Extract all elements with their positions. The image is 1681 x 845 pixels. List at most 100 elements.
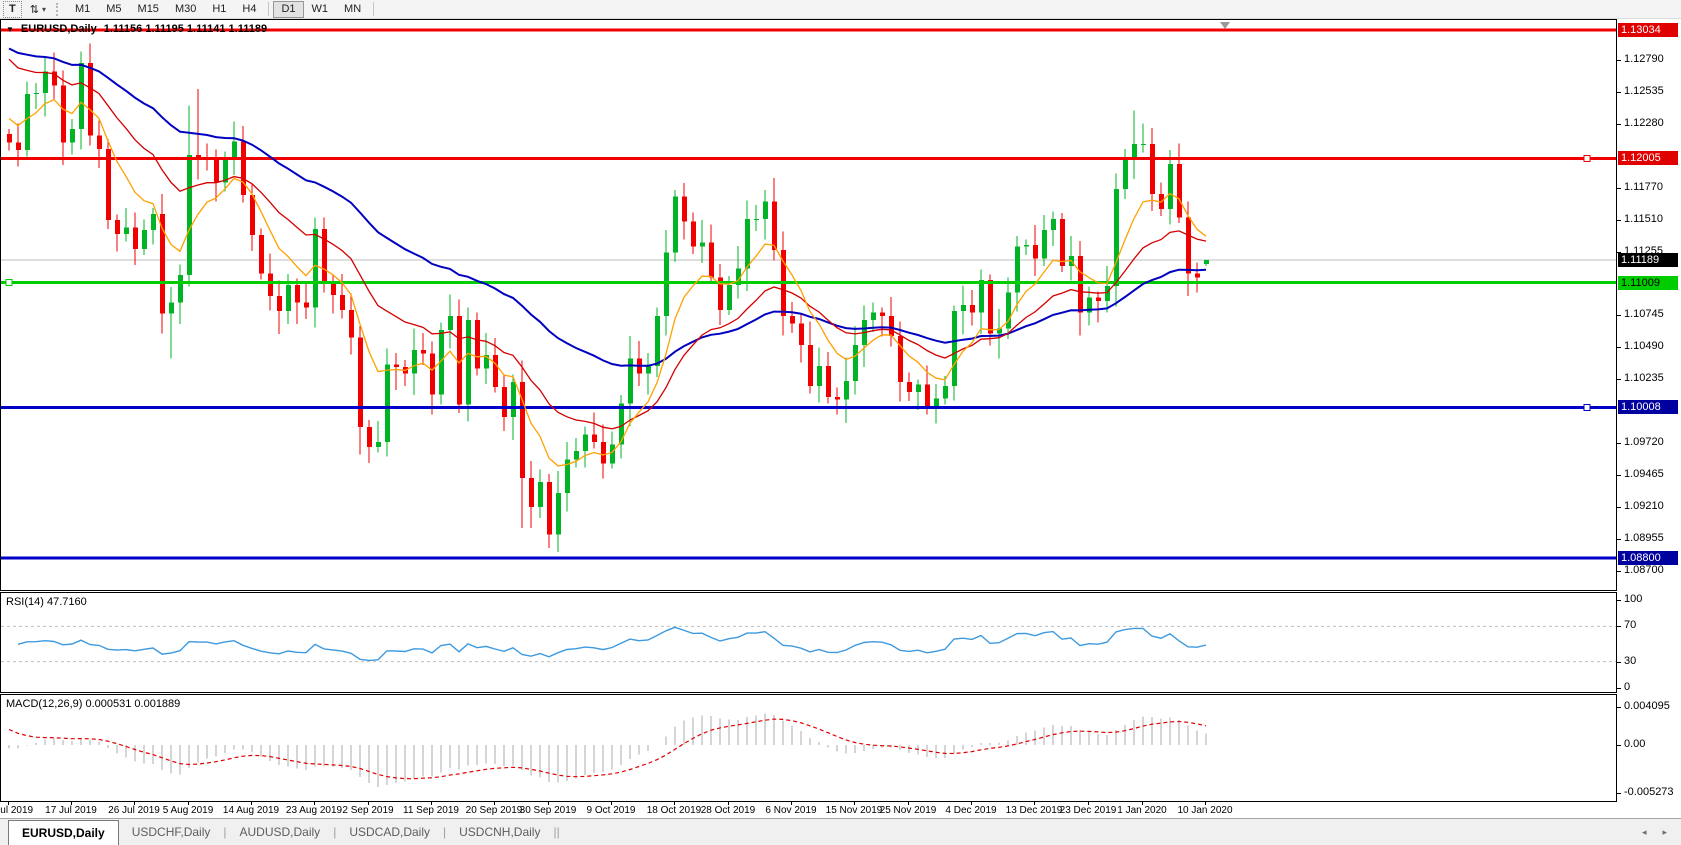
price-tick [1617, 539, 1621, 540]
arrow-tool-button[interactable]: ⇅ ▾ [22, 1, 54, 18]
timeframe-button-m15[interactable]: M15 [130, 1, 167, 18]
macd-indicator-pane[interactable]: MACD(12,26,9) 0.000531 0.001889 [0, 694, 1617, 802]
date-tick-label: 4 Dec 2019 [945, 805, 997, 816]
toolbar: T ⇅ ▾ M1 M5 M15 M30 H1 H4 D1 W1 MN [0, 0, 1681, 19]
macd-tick-label: 0.004095 [1624, 700, 1670, 712]
rsi-indicator-pane[interactable]: RSI(14) 47.7160 [0, 592, 1617, 693]
date-tick [674, 802, 675, 805]
macd-label: MACD(12,26,9) 0.000531 0.001889 [6, 698, 181, 710]
timeframe-button-m5[interactable]: M5 [98, 1, 129, 18]
price-tick-label: 1.11510 [1624, 213, 1663, 225]
macd-tick [1617, 707, 1621, 708]
price-badge: 1.11009 [1618, 276, 1678, 290]
macd-canvas[interactable] [1, 695, 1616, 801]
timeframe-button-h1[interactable]: H1 [204, 1, 234, 18]
price-badge: 1.08800 [1618, 551, 1678, 565]
tab-scroll-left-icon[interactable]: ◂ [1641, 826, 1647, 837]
rsi-tick-label: 30 [1624, 655, 1637, 667]
date-tick-label: 13 Dec 2019 [1005, 805, 1063, 816]
price-tick [1617, 60, 1621, 61]
date-tick [314, 802, 315, 805]
price-tick-label: 1.10490 [1624, 340, 1664, 352]
date-tick-label: 9 Oct 2019 [586, 805, 636, 816]
date-tick-label: 2 Sep 2019 [342, 805, 394, 816]
price-tick-label: 1.12280 [1624, 117, 1664, 129]
rsi-canvas[interactable] [1, 593, 1616, 692]
price-chart-pane[interactable]: ▼ EURUSD,Daily 1.11156 1.11195 1.11141 1… [0, 19, 1617, 591]
macd-tick-label: -0.005273 [1624, 786, 1674, 798]
date-tick-label: 30 Sep 2019 [519, 805, 577, 816]
price-tick-label: 1.12790 [1624, 53, 1664, 65]
timeframe-button-m30[interactable]: M30 [167, 1, 204, 18]
date-tick [854, 802, 855, 805]
chart-tab-eurusd[interactable]: EURUSD,Daily [8, 820, 119, 845]
chart-tab-audusd[interactable]: AUDUSD,Daily [239, 825, 321, 839]
date-tick [1034, 802, 1035, 805]
chart-tab-usdchf[interactable]: USDCHF,Daily [131, 825, 211, 839]
price-tick [1617, 347, 1621, 348]
price-tick-label: 1.09465 [1624, 468, 1664, 480]
rsi-label: RSI(14) 47.7160 [6, 596, 87, 608]
price-chart-canvas[interactable] [1, 20, 1616, 590]
price-tick-label: 1.08955 [1624, 532, 1664, 544]
timeframe-button-mn[interactable]: MN [336, 1, 369, 18]
chart-ohlc-values: 1.11156 1.11195 1.11141 1.11189 [103, 23, 268, 35]
price-axis[interactable]: 1.12790 1.12535 1.12280 1.11770 1.11510 1.112… [1617, 19, 1681, 802]
tab-separator: | [556, 825, 560, 839]
price-tick-label: 1.08700 [1624, 564, 1664, 576]
timeframe-button-m1[interactable]: M1 [67, 1, 98, 18]
macd-tick [1617, 793, 1621, 794]
toolbar-separator [268, 2, 270, 16]
date-tick [134, 802, 135, 805]
date-tick-label: 1 Jan 2020 [1117, 805, 1167, 816]
timeframe-button-d1[interactable]: D1 [273, 0, 304, 18]
price-tick [1617, 220, 1621, 221]
price-tick [1617, 475, 1621, 476]
date-tick [971, 802, 972, 805]
text-tool-button[interactable]: T [3, 0, 22, 18]
timeframe-button-h4[interactable]: H4 [234, 1, 264, 18]
date-tick [1088, 802, 1089, 805]
date-tick [728, 802, 729, 805]
date-tick [494, 802, 495, 805]
rsi-tick-label: 70 [1624, 619, 1637, 631]
collapse-arrow-icon[interactable]: ▼ [6, 24, 14, 34]
date-tick-label: 25 Nov 2019 [879, 805, 937, 816]
price-tick [1617, 315, 1621, 316]
tab-separator: | [443, 825, 447, 839]
price-tick [1617, 92, 1621, 93]
chart-tab-usdcnh[interactable]: USDCNH,Daily [459, 825, 541, 839]
price-badge: 1.11189 [1618, 253, 1678, 267]
date-tick [791, 802, 792, 805]
price-tick-label: 1.11770 [1624, 181, 1663, 193]
date-tick-label: 5 Aug 2019 [162, 805, 214, 816]
price-tick [1617, 571, 1621, 572]
date-tick-label: 26 Jul 2019 [108, 805, 160, 816]
tab-scroll-right-icon[interactable]: ▸ [1662, 826, 1667, 837]
tab-separator: | [223, 825, 227, 839]
date-tick [251, 802, 252, 805]
tab-separator: | [553, 825, 557, 839]
price-badge: 1.10008 [1618, 400, 1678, 414]
rsi-tick [1617, 688, 1621, 689]
tab-scroll-arrows: ◂ ▸ [1642, 819, 1667, 845]
date-tick [1205, 802, 1206, 805]
price-tick-label: 1.09720 [1624, 436, 1664, 448]
date-tick [908, 802, 909, 805]
date-tick [8, 802, 9, 805]
rsi-tick [1617, 626, 1621, 627]
timeframe-button-w1[interactable]: W1 [304, 1, 337, 18]
macd-tick-label: 0.00 [1624, 738, 1646, 750]
date-tick-label: 18 Oct 2019 [646, 805, 702, 816]
price-tick-label: 1.10745 [1624, 308, 1664, 320]
rsi-tick-label: 100 [1624, 593, 1643, 605]
date-tick [611, 802, 612, 805]
arrows-icon: ⇅ [29, 3, 39, 16]
date-tick-label: 8 Jul 2019 [0, 805, 34, 816]
timeframe-buttons: M1 M5 M15 M30 H1 H4 D1 W1 MN [67, 0, 378, 18]
date-tick [368, 802, 369, 805]
tab-separator: | [333, 825, 337, 839]
chart-tab-usdcad[interactable]: USDCAD,Daily [349, 825, 430, 839]
date-tick [1142, 802, 1143, 805]
